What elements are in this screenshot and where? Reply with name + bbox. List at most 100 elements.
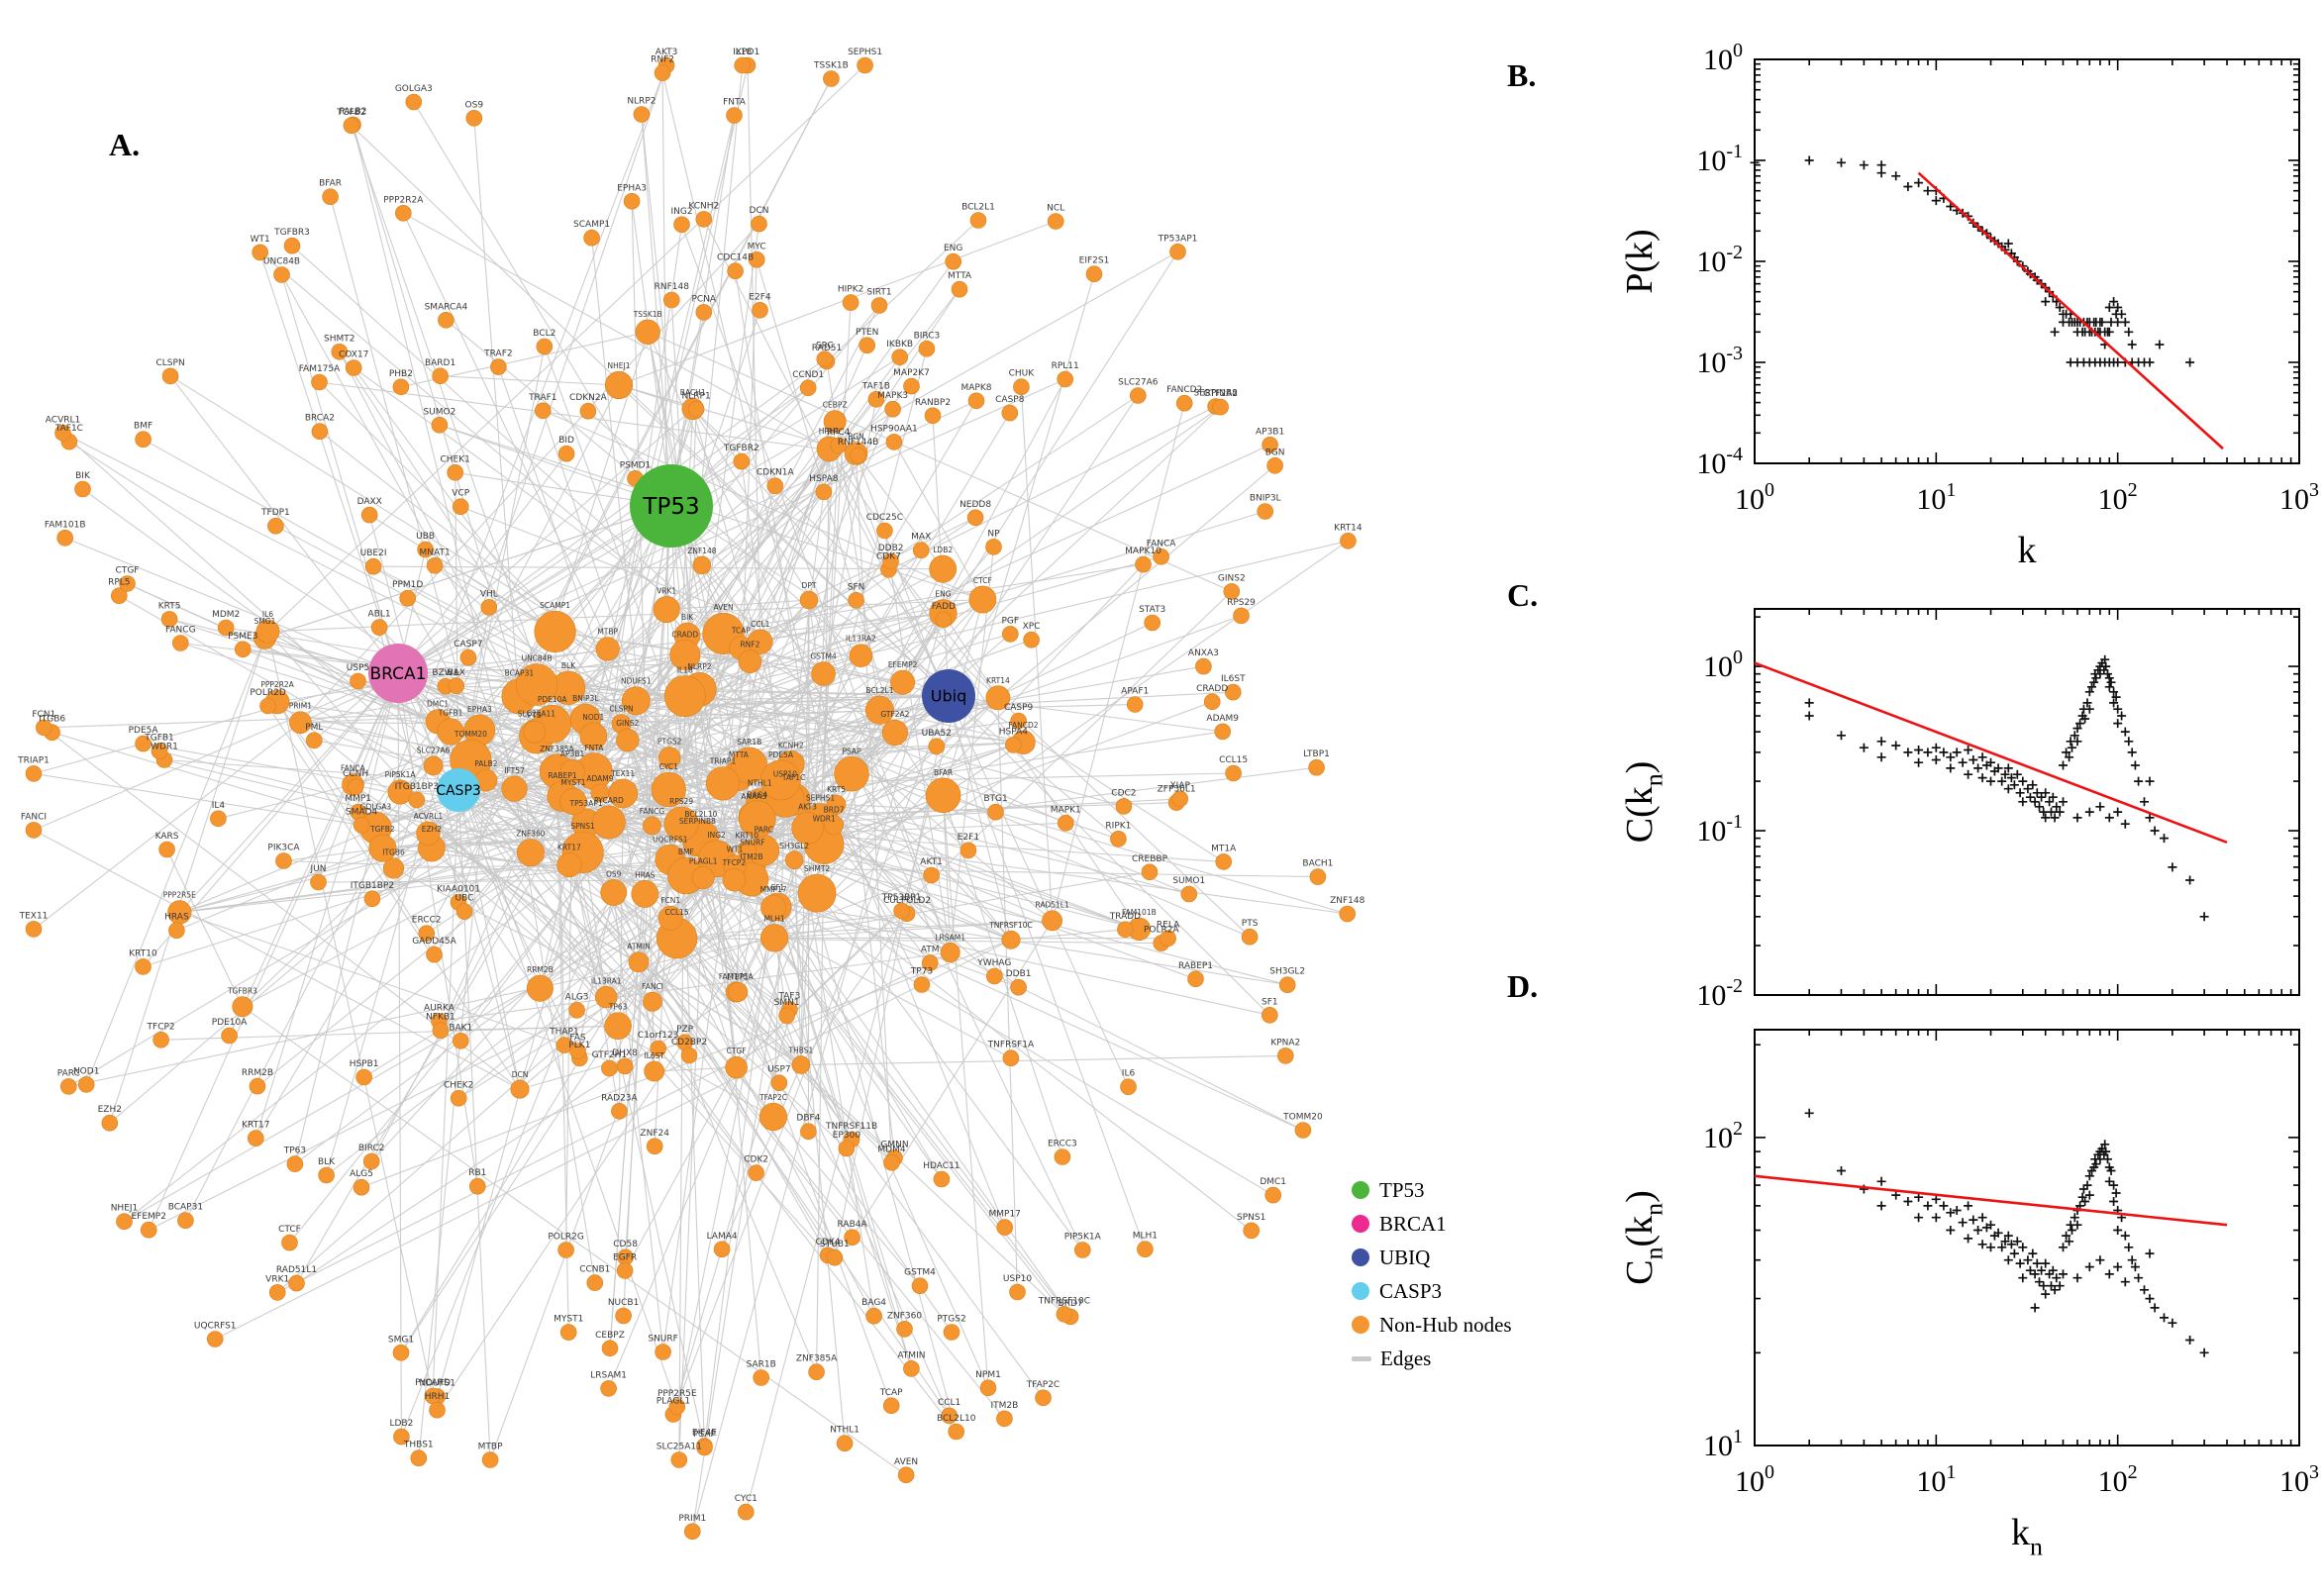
svg-text:SLC25A11: SLC25A11	[518, 709, 556, 718]
svg-text:ALG3: ALG3	[565, 992, 589, 1002]
svg-text:SRC: SRC	[816, 342, 834, 351]
svg-text:UNC84B: UNC84B	[263, 257, 300, 267]
svg-text:BTG1: BTG1	[983, 794, 1007, 804]
svg-text:TRIAP1: TRIAP1	[709, 757, 737, 766]
svg-text:10-1: 10-1	[1696, 811, 1743, 848]
svg-text:HDAC11: HDAC11	[923, 1161, 960, 1171]
svg-text:SFN: SFN	[848, 582, 865, 592]
svg-text:MMP17: MMP17	[988, 1210, 1020, 1220]
svg-text:ADAM9: ADAM9	[1206, 714, 1239, 724]
svg-text:CCL15: CCL15	[1219, 755, 1248, 765]
svg-text:PRIM1: PRIM1	[678, 1514, 706, 1524]
fit-line	[1754, 1174, 2228, 1227]
svg-text:VCP: VCP	[452, 489, 469, 499]
svg-text:XPO1: XPO1	[736, 48, 759, 57]
svg-text:SH3GL2: SH3GL2	[779, 842, 809, 850]
svg-text:KCNH2: KCNH2	[688, 201, 719, 211]
svg-text:SUMO1: SUMO1	[1172, 876, 1205, 886]
svg-text:KRT14: KRT14	[986, 676, 1010, 685]
svg-text:CDC25C: CDC25C	[866, 513, 903, 523]
svg-text:BRCA2: BRCA2	[305, 414, 335, 424]
svg-text:PDE10A: PDE10A	[212, 1018, 248, 1028]
svg-text:NHEJ1: NHEJ1	[111, 1204, 139, 1214]
legend-label: UBIQ	[1379, 1245, 1431, 1269]
svg-text:CRADD: CRADD	[1196, 684, 1228, 694]
svg-text:MTBP: MTBP	[478, 1443, 503, 1452]
svg-text:IL18: IL18	[733, 48, 752, 57]
svg-text:CTCF: CTCF	[973, 576, 992, 585]
svg-text:NCL: NCL	[1047, 204, 1064, 214]
svg-text:TEX11: TEX11	[610, 769, 635, 778]
svg-text:10-2: 10-2	[1696, 975, 1743, 1012]
svg-text:CDK7: CDK7	[876, 551, 901, 561]
svg-text:RB1: RB1	[468, 1168, 486, 1178]
svg-text:SLC25A11: SLC25A11	[656, 1443, 702, 1452]
svg-text:ATM: ATM	[921, 946, 940, 955]
svg-text:TRADD: TRADD	[1109, 912, 1141, 922]
legend-item-brca1: BRCA1	[1352, 1207, 1609, 1241]
svg-text:BIK: BIK	[75, 471, 91, 481]
svg-text:MYC: MYC	[748, 242, 766, 251]
svg-text:FNTA: FNTA	[584, 744, 604, 752]
svg-text:BAX: BAX	[447, 668, 465, 678]
svg-text:PYCARD: PYCARD	[415, 1378, 451, 1388]
svg-text:PRIM1: PRIM1	[289, 702, 312, 711]
svg-text:BAG4: BAG4	[747, 791, 767, 800]
svg-text:BCL2L10: BCL2L10	[937, 1414, 976, 1424]
svg-text:SERPINB8: SERPINB8	[1193, 389, 1238, 399]
svg-text:RAD23A: RAD23A	[601, 1093, 638, 1103]
svg-text:HRAS: HRAS	[164, 913, 189, 923]
svg-text:BCL2L1: BCL2L1	[865, 686, 893, 695]
svg-text:UBB: UBB	[416, 532, 435, 542]
svg-text:SLC27A6: SLC27A6	[1118, 378, 1159, 388]
svg-text:APAF1: APAF1	[1121, 687, 1149, 697]
svg-text:AVEN: AVEN	[894, 1457, 918, 1467]
svg-text:POLR2A: POLR2A	[1144, 926, 1180, 936]
svg-text:BGN: BGN	[1265, 448, 1285, 457]
svg-text:MMP1: MMP1	[345, 794, 371, 804]
panel-label-c: C.	[1507, 577, 1539, 613]
legend-item-casp3: CASP3	[1352, 1274, 1609, 1308]
svg-text:100: 100	[1703, 647, 1743, 683]
svg-text:TNFRSF10C: TNFRSF10C	[1038, 1296, 1090, 1306]
svg-text:RPS29: RPS29	[1227, 598, 1256, 608]
svg-text:MAPK10: MAPK10	[1125, 547, 1162, 556]
svg-text:SNURF: SNURF	[648, 1335, 677, 1345]
svg-text:TFAP2C: TFAP2C	[758, 1093, 787, 1102]
svg-text:CDK2: CDK2	[744, 1155, 768, 1165]
svg-text:ITGB6: ITGB6	[382, 848, 405, 857]
svg-text:TAF1C: TAF1C	[54, 424, 83, 434]
hub-nodes: TP53 BRCA1 Ubiq CASP3	[368, 464, 975, 812]
svg-text:GADD45A: GADD45A	[412, 937, 456, 947]
svg-text:TNFRSF11B: TNFRSF11B	[825, 1122, 877, 1132]
svg-text:PLAGL1: PLAGL1	[689, 856, 718, 865]
svg-text:SF1: SF1	[770, 883, 784, 892]
svg-text:ING2: ING2	[707, 831, 726, 840]
edge-swatch	[1352, 1355, 1371, 1361]
svg-text:SNURF: SNURF	[740, 839, 764, 848]
plot-frame	[1754, 1029, 2300, 1446]
svg-text:UQCRFS1: UQCRFS1	[194, 1322, 237, 1332]
svg-text:CCNB1: CCNB1	[579, 1265, 610, 1275]
svg-text:ITGB1BP3: ITGB1BP3	[395, 782, 439, 792]
svg-text:TGFBR2: TGFBR2	[723, 444, 759, 453]
svg-text:PTS: PTS	[528, 711, 542, 720]
svg-text:ENG: ENG	[944, 244, 962, 253]
svg-text:TGFBR3: TGFBR3	[227, 987, 257, 996]
svg-text:MTBP: MTBP	[597, 628, 618, 637]
hub-label-ubiq: Ubiq	[931, 687, 966, 706]
svg-text:CEBPZ: CEBPZ	[595, 1331, 625, 1341]
svg-text:SMG1: SMG1	[254, 617, 276, 626]
plots-column: 100 101 102 103 100 10-1 10-2 10-3 10-4 k P(k) 100 1…	[1614, 0, 2323, 1596]
svg-text:TRIAP1: TRIAP1	[17, 755, 50, 765]
hub-label-casp3: CASP3	[436, 783, 481, 799]
panel-label-d: D.	[1507, 968, 1539, 1004]
svg-text:CCL15: CCL15	[664, 908, 688, 917]
svg-text:CHEK1: CHEK1	[441, 454, 470, 464]
svg-text:AKT1: AKT1	[920, 857, 943, 867]
svg-text:MMP17: MMP17	[760, 885, 787, 894]
svg-text:100: 100	[1735, 1461, 1774, 1498]
svg-text:SLC27A6: SLC27A6	[417, 747, 451, 755]
svg-text:SMARCA4: SMARCA4	[425, 302, 468, 312]
svg-text:RABEP1: RABEP1	[1178, 961, 1213, 971]
